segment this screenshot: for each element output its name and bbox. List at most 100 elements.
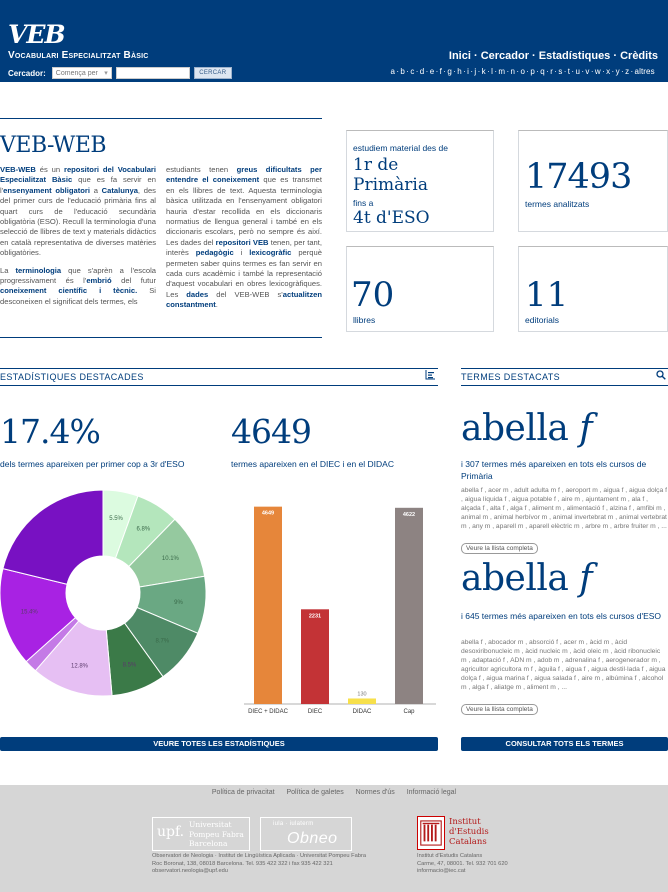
- alphabet-letter-c[interactable]: c: [410, 67, 415, 76]
- legal-info-link[interactable]: Informació legal: [406, 789, 457, 796]
- iec-name-line: Institut: [449, 817, 481, 827]
- pie-value-label: 8.5%: [123, 662, 137, 668]
- alphabet-letter-l[interactable]: l: [491, 67, 494, 76]
- featured-term-eso[interactable]: abella f: [461, 558, 593, 599]
- bar-3[interactable]: [395, 507, 423, 704]
- search-icon[interactable]: [656, 370, 666, 386]
- alphabet-letter-p[interactable]: p: [530, 67, 535, 76]
- intro-text: estudiants tenen: [166, 165, 237, 174]
- featured-term-primary-list: abella f , acer m , adult adulta m f , a…: [461, 487, 667, 530]
- alphabet-letter-v[interactable]: v: [585, 67, 590, 76]
- alphabet-separator: ·: [453, 67, 456, 76]
- alphabet-letter-t[interactable]: t: [567, 67, 571, 76]
- obneo-tagline: iula · iulaterm: [273, 821, 314, 827]
- obneo-logo[interactable]: iula · iulaterm Obneo: [260, 817, 352, 851]
- email-link[interactable]: informacio@iec.cat: [417, 868, 466, 874]
- featured-term-primary[interactable]: abella f: [461, 408, 593, 449]
- pie-value-label: 5.5%: [109, 516, 123, 522]
- publishers-count-value: 11: [525, 275, 569, 315]
- cookie-policy-link[interactable]: Política de galetes: [286, 789, 344, 796]
- terms-section-header: TERMES DESTACATS: [461, 368, 668, 386]
- intro-text: és un: [35, 165, 64, 174]
- alphabet-separator: ·: [477, 67, 481, 76]
- alphabet-letter-i[interactable]: i: [467, 67, 470, 76]
- upf-name-line: Pompeu Fabra: [189, 829, 244, 839]
- search-mode-select[interactable]: Comença per: [51, 67, 112, 79]
- alphabet-separator: ·: [470, 67, 474, 76]
- primary-full-list-button[interactable]: Veure la llista completa: [461, 543, 538, 554]
- alphabet-separator: ·: [506, 67, 510, 76]
- alphabet-letter-u[interactable]: u: [575, 67, 581, 76]
- alphabet-separator: ·: [425, 67, 429, 76]
- all-terms-button[interactable]: CONSULTAR TOTS ELS TERMES: [461, 737, 668, 751]
- intro-text: , des del primer curs de l'educació prim…: [0, 185, 156, 258]
- alphabet-letter-q[interactable]: q: [540, 67, 545, 76]
- dict-terms-caption: termes apareixen en el DIEC i en el DIDA…: [231, 459, 394, 469]
- pie-value-label: 15.4%: [21, 609, 39, 615]
- alphabet-separator: ·: [443, 67, 447, 76]
- alphabet-letter-m[interactable]: m: [498, 67, 506, 76]
- email-link[interactable]: observatori.neologia@upf.edu: [152, 868, 228, 874]
- search-input[interactable]: [115, 67, 190, 79]
- intro-paragraph: La terminologia que s'aprèn a l'escola p…: [0, 266, 156, 308]
- page-title: VEB-WEB: [0, 133, 107, 158]
- alphabet-letter-w[interactable]: w: [594, 67, 601, 76]
- nav-credits[interactable]: Crèdits: [620, 50, 658, 62]
- bar-2[interactable]: [348, 698, 376, 704]
- pie-slice-9[interactable]: [2, 490, 104, 585]
- alphabet-letter-g[interactable]: g: [447, 67, 452, 76]
- nav-estadistiques[interactable]: Estadístiques: [538, 50, 611, 62]
- iec-logo[interactable]: Institut d'Estudis Catalans: [417, 816, 511, 854]
- alphabet-letter-s[interactable]: s: [558, 67, 563, 76]
- top-nav: Inici · Cercador · Estadístiques · Crèdi…: [448, 50, 658, 62]
- nav-cercador[interactable]: Cercador: [480, 50, 529, 62]
- intro-text: del VEB-WEB s': [208, 289, 283, 299]
- eso-full-list-button[interactable]: Veure la llista completa: [461, 704, 538, 715]
- pie-value-label: 9%: [174, 600, 183, 606]
- site-logo[interactable]: VEB: [8, 20, 66, 49]
- site-header: VEB Vocabulari Especialitzat Bàsic Inici…: [0, 0, 668, 82]
- terms-of-use-link[interactable]: Normes d'ús: [355, 789, 395, 796]
- alphabet-letter-b[interactable]: b: [400, 67, 405, 76]
- alphabet-letter-r[interactable]: r: [550, 67, 553, 76]
- alphabet-letter-y[interactable]: y: [615, 67, 620, 76]
- alphabet-letter-h[interactable]: h: [457, 67, 462, 76]
- pct-first-appearance-caption: dels termes apareixen per primer cop a 3…: [0, 459, 185, 469]
- intro-text: i: [233, 248, 250, 258]
- upf-name: Universitat Pompeu Fabra Barcelona: [189, 820, 244, 849]
- material-range-card: estudiem material des de 1r de Primària …: [346, 130, 494, 232]
- alphabet-letter-j[interactable]: j: [474, 67, 477, 76]
- terms-count-label: termes analitzats: [525, 199, 590, 209]
- upf-logo[interactable]: upf. Universitat Pompeu Fabra Barcelona: [152, 817, 250, 851]
- privacy-policy-link[interactable]: Política de privacitat: [211, 789, 275, 796]
- alphabet-letter-n[interactable]: n: [510, 67, 516, 76]
- alphabet-separator: ·: [415, 67, 419, 76]
- alphabet-separator: ·: [435, 67, 439, 76]
- all-stats-button[interactable]: VEURE TOTES LES ESTADÍSTIQUES: [0, 737, 438, 751]
- alphabet-separator: ·: [406, 67, 410, 76]
- alphabet-letter-x[interactable]: x: [606, 67, 611, 76]
- bar-1[interactable]: [301, 609, 329, 704]
- alphabet-letter-k[interactable]: k: [481, 67, 486, 76]
- intro-text: Si desconeixen el significat dels termes…: [0, 286, 156, 306]
- alphabet-letter-o[interactable]: o: [520, 67, 525, 76]
- alphabet-letter-a[interactable]: a: [390, 67, 396, 76]
- alphabet-letter-d[interactable]: d: [419, 67, 425, 76]
- bar-value-label: 4649: [262, 511, 274, 517]
- alphabet-letter-e[interactable]: e: [429, 67, 435, 76]
- material-range-from: 1r de Primària: [353, 155, 428, 195]
- alphabet-letter-f[interactable]: f: [439, 67, 442, 76]
- term-word: abella: [461, 558, 569, 599]
- term-gender: f: [579, 558, 593, 599]
- alphabet-separator: ·: [494, 67, 498, 76]
- bar-0[interactable]: [254, 506, 282, 704]
- search-button[interactable]: CERCAR: [193, 67, 232, 79]
- alphabet-letter-z[interactable]: z: [625, 67, 630, 76]
- pie-value-label: 12.8%: [71, 663, 89, 669]
- alphabet-letter-altres[interactable]: altres: [634, 67, 655, 76]
- nav-inici[interactable]: Inici: [448, 50, 471, 62]
- books-count-value: 70: [351, 275, 395, 315]
- bar-chart-icon[interactable]: [425, 370, 436, 386]
- alphabet-separator: ·: [487, 67, 490, 76]
- intro-keyword: lexicogràfic: [249, 248, 292, 258]
